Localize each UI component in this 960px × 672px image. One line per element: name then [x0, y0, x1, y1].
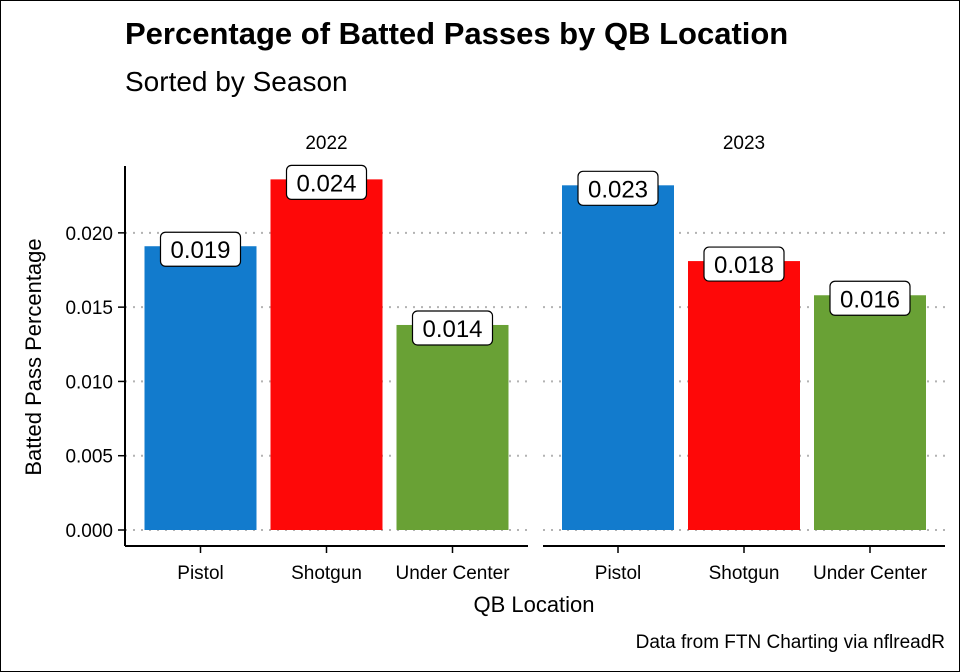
y-tick-label: 0.010 — [65, 372, 113, 393]
facet-panel-2023: 2023 Pistol 0.023 Shotgun 0.018 Under Center 0… — [543, 133, 945, 584]
facet-strip-label: 2023 — [723, 133, 765, 154]
chart-caption: Data from FTN Charting via nflreadR — [636, 632, 945, 653]
bar-2022-shotgun — [270, 179, 383, 530]
bar-2023-under-center — [814, 295, 926, 530]
y-axis: 0.000 0.005 0.010 0.015 0.020 — [65, 166, 126, 546]
data-label: 0.014 — [411, 310, 494, 346]
x-tick-label: Under Center — [395, 563, 510, 584]
x-tick-label: Under Center — [813, 563, 928, 584]
bar-2023-shotgun — [688, 261, 800, 530]
data-label: 0.019 — [159, 231, 242, 267]
data-label-text: 0.016 — [840, 286, 900, 313]
bar-2023-pistol — [562, 185, 674, 531]
y-axis-title: Batted Pass Percentage — [21, 238, 46, 475]
data-label-text: 0.014 — [422, 316, 482, 343]
facet-panel-2022: 2022 Pistol 0.019 Shotgun 0.024 Under Center 0… — [125, 133, 528, 584]
chart-title: Percentage of Batted Passes by QB Locati… — [125, 16, 788, 51]
data-label-box — [577, 170, 659, 206]
data-label-box — [159, 231, 242, 267]
facet-panels: 2022 Pistol 0.019 Shotgun 0.024 Under Center 0… — [125, 133, 945, 584]
bar-2022-under-center — [396, 324, 509, 530]
x-tick-label: Pistol — [595, 563, 641, 584]
y-tick-label: 0.015 — [65, 298, 113, 319]
data-label-box — [829, 280, 911, 316]
data-label: 0.024 — [285, 164, 368, 200]
x-tick-label: Shotgun — [709, 563, 780, 584]
data-label-text: 0.023 — [588, 176, 648, 203]
y-tick-label: 0.000 — [65, 521, 113, 542]
x-axis-title: QB Location — [473, 592, 594, 617]
data-label-box — [411, 310, 494, 346]
data-label-text: 0.024 — [296, 170, 356, 197]
x-tick-label: Shotgun — [291, 563, 362, 584]
bar-2022-pistol — [144, 246, 257, 530]
data-label: 0.023 — [577, 170, 659, 206]
data-label: 0.018 — [703, 246, 785, 282]
chart-subtitle: Sorted by Season — [125, 66, 348, 97]
data-label-text: 0.018 — [714, 252, 774, 279]
data-label: 0.016 — [829, 280, 911, 316]
y-tick-label: 0.020 — [65, 224, 113, 245]
x-tick-label: Pistol — [177, 563, 223, 584]
facet-strip-label: 2022 — [305, 133, 347, 154]
data-label-box — [285, 164, 368, 200]
y-tick-label: 0.005 — [65, 447, 113, 468]
data-label-text: 0.019 — [170, 237, 230, 264]
data-label-box — [703, 246, 785, 282]
